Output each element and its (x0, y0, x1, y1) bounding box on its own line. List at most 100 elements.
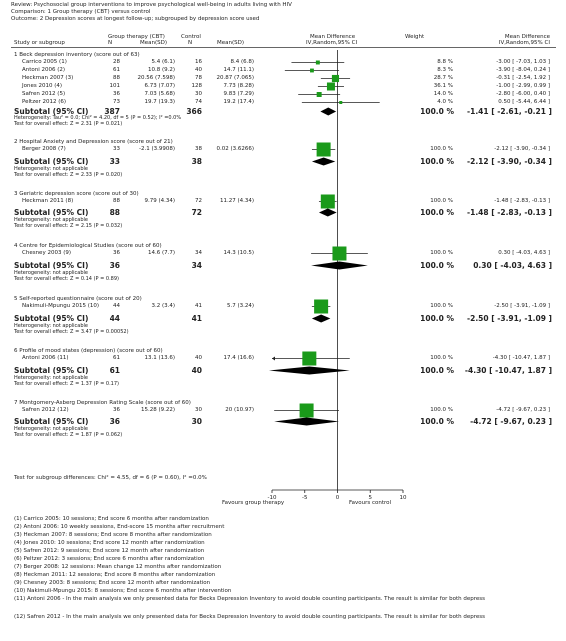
subtotal-label: Subtotal (95% CI) (14, 157, 89, 166)
study-n2: 78 (195, 75, 202, 81)
col-mean2: Mean(SD) (217, 40, 245, 46)
study-n2: 30 (195, 91, 202, 97)
footnote: (4) Jones 2010: 10 sessions; End score 1… (14, 540, 205, 546)
study-mean1: 15.28 (9.22) (140, 407, 175, 413)
subtotal-weight: 100.0 % (420, 261, 454, 270)
footnote: (1) Carrico 2005: 10 sessions; End score… (14, 516, 209, 522)
study-n2: 34 (195, 250, 202, 256)
footnote: (8) Heckman 2011: 12 sessions; End score… (14, 572, 216, 578)
study-ci-text: -4.72 [ -9.67, 0.23 ] (496, 407, 550, 413)
study-weight: 4.0 % (437, 99, 453, 105)
study-mean2: 19.2 (17.4) (223, 99, 254, 105)
subtotal-ci-text: 0.30 [ -4.03, 4.63 ] (473, 261, 552, 270)
study-name: Peltzer 2012 (6) (22, 99, 67, 105)
study-mean2: 17.4 (16.6) (223, 355, 254, 361)
footnote: (10) Nakimuli-Mpungu 2015: 8 sessions; E… (14, 588, 232, 594)
col-md: Mean Difference (310, 34, 356, 40)
subgroup-title: 6 Profile of mood states (depression) (s… (14, 348, 163, 354)
subtotal-ci-text: -1.41 [ -2.61, -0.21 ] (466, 107, 552, 116)
study-n2: 40 (195, 355, 202, 361)
subtotal-n2: 30 (191, 417, 202, 426)
study-marker (299, 403, 314, 418)
subtotal-n1: 88 (109, 208, 120, 217)
subgroup-title: 2 Hospital Anxiety and Depression score … (14, 139, 173, 145)
col-study: Study or subgroup (14, 40, 65, 46)
study-mean1: 5.4 (6.1) (151, 59, 175, 65)
heterogeneity-note: Heterogeneity: not applicable (14, 426, 89, 432)
pooled-diamond (268, 366, 350, 375)
subtotal-n1: 44 (109, 314, 120, 323)
footnote: (5) Safren 2012: 9 sessions; End score 1… (14, 548, 205, 554)
x-tick-label: 10 (400, 495, 407, 501)
subtotal-ci-text: -2.50 [ -3.91, -1.09 ] (466, 314, 552, 323)
footnote: (11) Antoni 2006 - In the main analysis … (14, 596, 485, 602)
subtotal-n2: 41 (191, 314, 202, 323)
study-ci-text: -3.00 [ -7.03, 1.03 ] (496, 59, 550, 65)
study-ci-text: 0.50 [ -5.44, 6.44 ] (498, 99, 550, 105)
study-weight: 14.0 % (433, 91, 453, 97)
study-mean2: 0.02 (3.6266) (216, 146, 254, 152)
study-weight: 100.0 % (430, 303, 453, 309)
study-weight: 28.7 % (433, 75, 453, 81)
study-mean2: 9.83 (7.29) (223, 91, 254, 97)
subtotal-n2: 366 (186, 107, 202, 116)
subgroup-title: 3 Geriatric depression score (score out … (14, 191, 139, 197)
pooled-diamond (318, 208, 337, 217)
outcome-line: Outcome: 2 Depression scores at longest … (11, 16, 260, 22)
pooled-diamond (311, 261, 368, 270)
subtotal-ci-text: -2.12 [ -3.90, -0.34 ] (466, 157, 552, 166)
footnote: (6) Peltzer 2012: 3 sessions; End score … (14, 556, 205, 562)
subtotal-weight: 100.0 % (420, 314, 454, 323)
study-marker (315, 60, 320, 65)
study-weight: 100.0 % (430, 355, 453, 361)
study-mean1: 20.56 (7.598) (137, 75, 175, 81)
col-md-sub: IV,Random,95% CI (306, 40, 358, 46)
study-marker (320, 194, 335, 209)
overall-effect-note: Test for overall effect: Z = 0.14 (P = 0… (14, 276, 119, 282)
subtotal-weight: 100.0 % (420, 417, 454, 426)
subgroup-title: 4 Centre for Epidemiological Studies (sc… (14, 243, 162, 249)
study-name: Heckman 2007 (3) (22, 75, 74, 81)
study-marker (316, 142, 331, 157)
subtotal-label: Subtotal (95% CI) (14, 366, 89, 375)
subgroup-difference: Test for subgroup differences: Chi² = 4.… (14, 475, 207, 481)
footnote: (7) Berger 2008: 12 sessions: Mean chang… (14, 564, 222, 570)
study-n2: 74 (195, 99, 202, 105)
subtotal-weight: 100.0 % (420, 208, 454, 217)
study-weight: 36.1 % (433, 83, 453, 89)
study-n1: 101 (109, 83, 121, 89)
study-n1: 61 (113, 67, 120, 73)
study-n1: 88 (113, 75, 120, 81)
subtotal-n1: 61 (109, 366, 120, 375)
col-weight: Weight (405, 34, 425, 40)
study-mean2: 8.4 (6.8) (230, 59, 254, 65)
review-line: Review: Psychosocial group interventions… (11, 2, 292, 8)
study-n1: 36 (113, 250, 120, 256)
study-name: Berger 2008 (7) (22, 146, 66, 152)
subtotal-n1: 36 (109, 261, 120, 270)
heterogeneity-note: Heterogeneity: not applicable (14, 375, 89, 381)
study-n1: 36 (113, 91, 120, 97)
header-rule (11, 47, 556, 48)
ci-arrow (272, 356, 275, 361)
study-name: Carrico 2005 (1) (22, 59, 67, 65)
study-name: Safren 2012 (12) (22, 407, 69, 413)
x-tick-label: 0 (336, 495, 340, 501)
study-name: Heckman 2011 (8) (22, 198, 74, 204)
study-mean2: 14.3 (10.5) (223, 250, 254, 256)
study-name: Nakimuli-Mpungu 2015 (10) (22, 303, 100, 309)
subtotal-weight: 100.0 % (420, 107, 454, 116)
subtotal-ci-text: -4.30 [ -10.47, 1.87 ] (464, 366, 552, 375)
study-n2: 128 (191, 83, 203, 89)
study-ci-text: -4.30 [ -10.47, 1.87 ] (492, 355, 550, 361)
subtotal-label: Subtotal (95% CI) (14, 261, 89, 270)
study-name: Safren 2012 (5) (22, 91, 66, 97)
overall-effect-note: Test for overall effect: Z = 2.31 (P = 0… (14, 121, 123, 127)
study-marker (326, 82, 335, 91)
study-mean1: 6.73 (7.07) (144, 83, 175, 89)
heterogeneity-note: Heterogeneity: not applicable (14, 270, 89, 276)
footnote: (12) Safren 2012 - In the main analysis … (14, 614, 486, 620)
study-marker (302, 351, 317, 366)
subgroup-title: 5 Self-reported questionnaire (score out… (14, 296, 142, 302)
study-marker (316, 92, 322, 97)
